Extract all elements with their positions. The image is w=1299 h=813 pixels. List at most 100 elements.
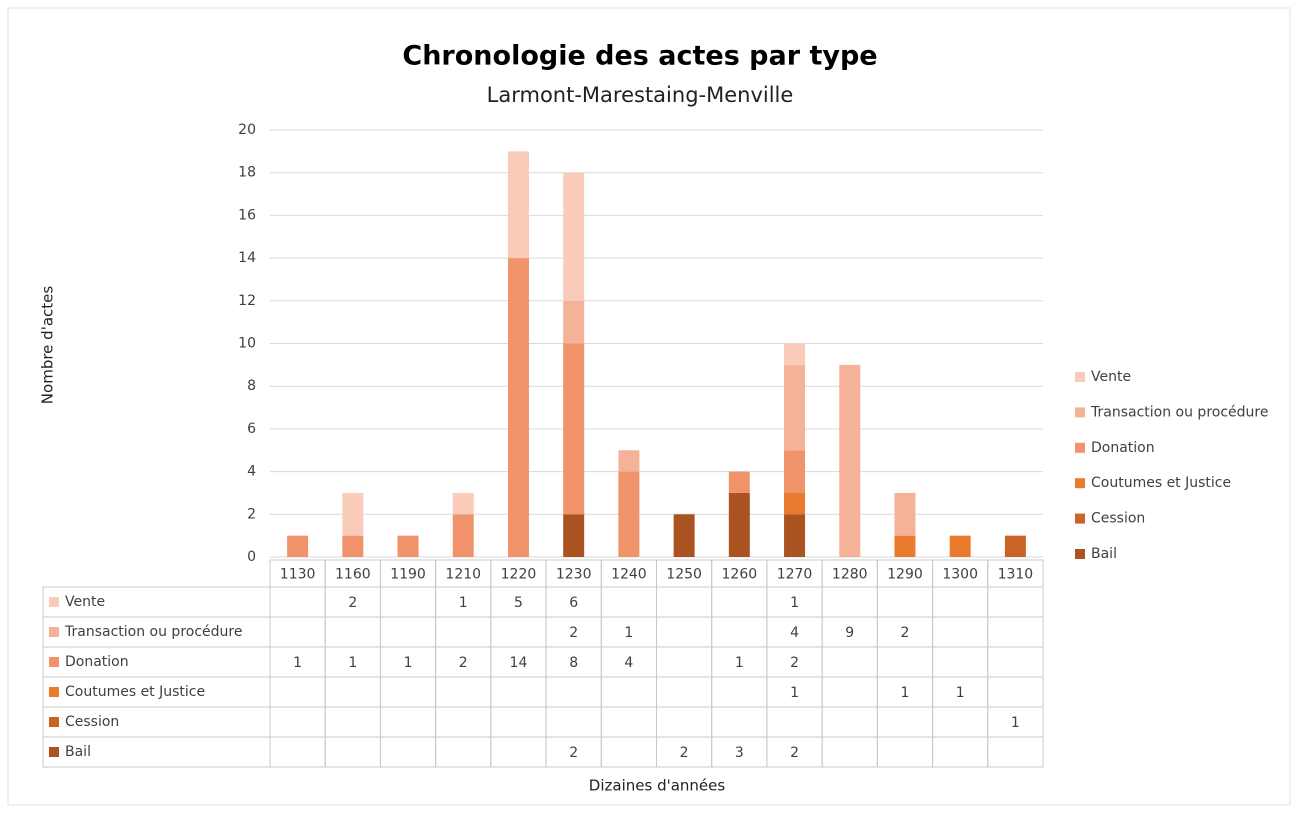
bar-segment bbox=[1004, 535, 1026, 557]
legend-swatch bbox=[1075, 549, 1085, 559]
table-value: 2 bbox=[459, 655, 468, 671]
table-value: 1 bbox=[293, 655, 302, 671]
bar-segment bbox=[618, 450, 640, 472]
x-axis-label: Dizaines d'années bbox=[589, 777, 726, 795]
table-value: 1 bbox=[956, 685, 965, 701]
bar-segment bbox=[784, 343, 806, 365]
table-value: 14 bbox=[510, 655, 528, 671]
table-value: 2 bbox=[569, 745, 578, 761]
bar-segment bbox=[784, 492, 806, 515]
table-legend-swatch bbox=[49, 657, 59, 667]
table-cell bbox=[987, 736, 1044, 768]
y-tick-label: 10 bbox=[238, 336, 256, 352]
table-value: 8 bbox=[569, 655, 578, 671]
table-row-label: Transaction ou procédure bbox=[64, 624, 242, 640]
bar-segment bbox=[784, 364, 806, 451]
table-row-label: Vente bbox=[65, 594, 105, 610]
bar-segment bbox=[563, 300, 585, 344]
bar-segment bbox=[728, 471, 750, 493]
table-value: 1 bbox=[735, 655, 744, 671]
table-value: 1 bbox=[404, 655, 413, 671]
x-tick-label: 1260 bbox=[722, 567, 758, 583]
chart-frame bbox=[7, 7, 1291, 806]
y-tick-label: 2 bbox=[247, 506, 256, 522]
y-tick-label: 4 bbox=[247, 464, 256, 480]
legend-swatch bbox=[1075, 407, 1085, 418]
bar-segment bbox=[342, 535, 364, 557]
table-legend-swatch bbox=[49, 747, 59, 757]
y-tick-label: 20 bbox=[238, 122, 256, 138]
x-tick-label: 1220 bbox=[501, 567, 537, 583]
table-legend-swatch bbox=[49, 717, 59, 727]
y-tick-label: 8 bbox=[247, 378, 256, 394]
table-value: 1 bbox=[790, 595, 799, 611]
x-tick-label: 1240 bbox=[611, 567, 647, 583]
table-value: 2 bbox=[790, 655, 799, 671]
x-tick-label: 1290 bbox=[887, 567, 923, 583]
bar-segment bbox=[507, 151, 529, 259]
table-value: 1 bbox=[901, 685, 910, 701]
table-value: 2 bbox=[790, 745, 799, 761]
legend-label: Vente bbox=[1091, 369, 1131, 385]
table-value: 2 bbox=[901, 625, 910, 641]
bar-segment bbox=[287, 535, 309, 557]
bar-segment bbox=[563, 343, 585, 515]
x-tick-label: 1280 bbox=[832, 567, 868, 583]
bar-segment bbox=[452, 514, 474, 557]
bar-segment bbox=[507, 258, 529, 557]
x-tick-label: 1160 bbox=[335, 567, 371, 583]
x-tick-label: 1310 bbox=[998, 567, 1034, 583]
table-value: 1 bbox=[348, 655, 357, 671]
y-tick-label: 12 bbox=[238, 293, 256, 309]
table-value: 6 bbox=[569, 595, 578, 611]
table-value: 1 bbox=[790, 685, 799, 701]
table-value: 4 bbox=[790, 625, 799, 641]
table-row-label: Cession bbox=[65, 714, 119, 730]
bar-segment bbox=[342, 492, 364, 536]
y-tick-label: 6 bbox=[247, 421, 256, 437]
bar-segment bbox=[563, 514, 585, 557]
legend-label: Coutumes et Justice bbox=[1091, 475, 1231, 491]
chart-title: Chronologie des actes par type bbox=[402, 41, 877, 72]
bar-segment bbox=[839, 364, 861, 557]
table-value: 5 bbox=[514, 595, 523, 611]
legend-label: Transaction ou procédure bbox=[1090, 404, 1268, 420]
x-tick-label: 1250 bbox=[666, 567, 702, 583]
table-value: 3 bbox=[735, 745, 744, 761]
x-tick-label: 1130 bbox=[280, 567, 316, 583]
table-row-label: Bail bbox=[65, 744, 91, 760]
table-value: 9 bbox=[845, 625, 854, 641]
table-value: 4 bbox=[624, 655, 633, 671]
x-tick-label: 1190 bbox=[390, 567, 426, 583]
table-value: 2 bbox=[569, 625, 578, 641]
table-value: 1 bbox=[1011, 715, 1020, 731]
table-legend-swatch bbox=[49, 627, 59, 637]
table-legend-swatch bbox=[49, 687, 59, 697]
legend-label: Cession bbox=[1091, 511, 1145, 527]
x-tick-label: 1270 bbox=[777, 567, 813, 583]
legend-label: Bail bbox=[1091, 546, 1117, 562]
bar-segment bbox=[673, 514, 695, 557]
bar-segment bbox=[397, 535, 419, 557]
bar-segment bbox=[949, 535, 971, 557]
y-tick-label: 14 bbox=[238, 250, 256, 266]
legend-label: Donation bbox=[1091, 440, 1155, 456]
bar-segment bbox=[894, 535, 916, 557]
bar-segment bbox=[784, 450, 806, 493]
y-tick-label: 18 bbox=[238, 165, 256, 181]
table-value: 2 bbox=[348, 595, 357, 611]
chart-subtitle: Larmont-Marestaing-Menville bbox=[487, 83, 794, 107]
table-value: 2 bbox=[680, 745, 689, 761]
y-tick-label: 16 bbox=[238, 207, 256, 223]
table-value: 1 bbox=[624, 625, 633, 641]
table-row-label: Donation bbox=[65, 654, 129, 670]
y-axis-label: Nombre d'actes bbox=[39, 286, 57, 405]
legend-swatch bbox=[1075, 442, 1085, 453]
x-tick-label: 1300 bbox=[942, 567, 978, 583]
bar-segment bbox=[894, 492, 916, 536]
bar-segment bbox=[618, 471, 640, 557]
y-tick-label: 0 bbox=[247, 549, 256, 565]
table-legend-swatch bbox=[49, 597, 59, 607]
legend-swatch bbox=[1075, 513, 1085, 524]
bar-segment bbox=[728, 492, 750, 557]
